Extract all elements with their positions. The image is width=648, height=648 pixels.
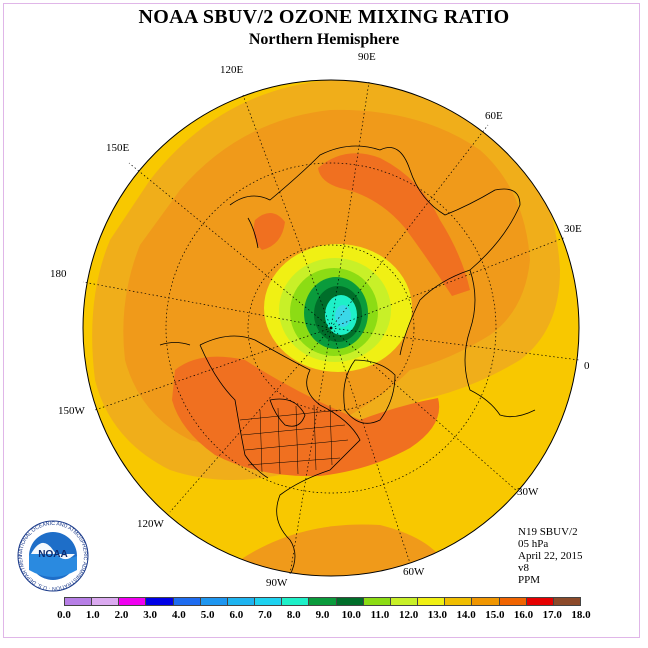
colorbar-tick-label: 12.0 [399,609,419,621]
colorbar-swatch [119,598,147,605]
colorbar-tick-label: 15.0 [485,609,505,621]
lon-label-150E: 150E [106,142,130,154]
map-subtitle: Northern Hemisphere [248,31,400,48]
colorbar-tick-label: 13.0 [427,609,447,621]
lon-label-30W: 30W [517,486,539,498]
logo-text: NOAA [38,549,67,560]
colorbar [64,597,581,606]
info-instrument: N19 SBUV/2 [518,526,578,538]
lon-label-120W: 120W [137,518,164,530]
colorbar-swatch [472,598,500,605]
colorbar-swatch [282,598,310,605]
colorbar-tick-label: 4.0 [172,609,186,621]
meridian-30W [330,327,518,492]
info-units: PPM [518,574,541,586]
meridian-0 [330,327,580,361]
colorbar-tick-label: 6.0 [229,609,244,621]
colorbar-swatch [309,598,337,605]
colorbar-swatch [499,598,527,605]
colorbar-swatch [255,598,283,605]
meridian-150W [94,327,332,411]
field-band-16-south [172,356,440,477]
coast-north-america [199,335,361,576]
latitude-circle-30 [165,162,497,494]
colorbar-swatch [526,598,554,605]
colorbar-tick-label: 18.0 [571,609,591,621]
coastlines [159,145,536,576]
coast-japan [247,217,259,249]
figure-frame [3,3,640,638]
graticule [82,81,580,575]
meridian-90E [330,81,370,329]
coast-hudson [269,398,306,427]
map-boundary [82,79,580,577]
info-block: N19 SBUV/2 05 hPa April 22, 2015 v8 PPM [518,526,582,586]
colorbar-tick-label: 0.0 [57,609,71,621]
lon-label-150W: 150W [58,405,85,417]
colorbar-tick-label: 1.0 [85,609,100,621]
colorbar-tick-label: 10.0 [341,609,361,621]
meridian-90W [289,327,332,575]
latitude-circle-60 [247,244,415,412]
colorbar-swatch [553,598,580,605]
colorbar-swatch [146,598,174,605]
coast-alaska [159,342,191,346]
info-date: April 22, 2015 [518,550,583,562]
lon-label-0: 0 [584,360,590,372]
colorbar-tick-label: 17.0 [542,609,562,621]
lon-label-90E: 90E [358,51,376,63]
field-band-15b [240,524,450,576]
colorbar-tick-label: 14.0 [456,609,476,621]
colorbar-swatch [200,598,228,605]
coast-asia [229,145,521,356]
field-band-16-west [253,212,285,250]
colorbar-ticks: 0.0 1.0 2.0 3.0 4.0 5.0 6.0 7.0 8.0 9.0 10.0 11.0 12… [0,609,648,623]
meridian-60E [330,124,489,329]
lon-label-120E: 120E [220,64,244,76]
meridian-120E [242,94,332,329]
lon-label-30E: 30E [564,223,582,235]
info-version: v8 [518,562,529,574]
colorbar-tick-label: 3.0 [143,609,158,621]
lon-label-180: 180 [50,268,67,280]
lon-label-60E: 60E [485,110,503,122]
meridian-150E [128,162,332,329]
coast-na-west [199,344,269,479]
coast-europe [464,269,536,418]
field-band-16-north [318,153,470,296]
meridian-60W [330,327,411,564]
coast-greenland [343,359,396,424]
colorbar-swatch [65,598,93,605]
lon-label-90W: 90W [266,577,288,589]
colorbar-tick-label: 9.0 [315,609,330,621]
colorbar-tick-label: 7.0 [258,609,272,621]
colorbar-swatch [390,598,419,605]
colorbar-swatch [445,598,473,605]
colorbar-swatch [363,598,391,605]
colorbar-tick-label: 11.0 [370,609,390,621]
info-level: 05 hPa [518,538,549,550]
colorbar-tick-label: 5.0 [200,609,215,621]
us-states [239,404,349,475]
colorbar-swatch [418,598,446,605]
colorbar-swatch [336,598,364,605]
colorbar-tick-label: 2.0 [114,609,129,621]
map-title: NOAA SBUV/2 OZONE MIXING RATIO [138,6,510,28]
colorbar-swatch [173,598,201,605]
noaa-logo: NATIONAL OCEANIC AND ATMOSPHERIC ADMINIS… [14,520,89,592]
colorbar-swatch [227,598,256,605]
meridian-120W [169,327,332,513]
colorbar-tick-label: 16.0 [513,609,534,621]
lon-label-60W: 60W [403,566,425,578]
colorbar-tick-label: 8.0 [286,609,301,621]
colorbar-swatch [92,598,120,605]
